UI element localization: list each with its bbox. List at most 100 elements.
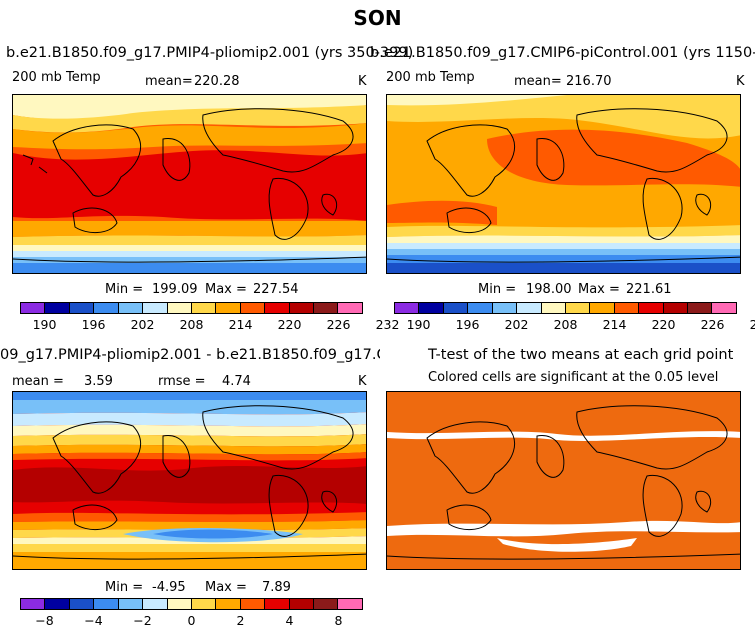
colorbar-swatch [639, 303, 664, 313]
panel3-rmse-label: rmse = [158, 374, 206, 389]
colorbar-swatch [395, 303, 420, 313]
colorbar-tick-label: 208 [179, 317, 204, 332]
colorbar-tick-label: 202 [504, 317, 529, 332]
panel2-mean-value: 216.70 [566, 74, 612, 89]
colorbar-tick-label: 232 [375, 317, 400, 332]
colorbar-swatch [21, 303, 46, 313]
colorbar-swatch [492, 303, 518, 313]
colorbar-tick-label: 232 [749, 317, 755, 332]
panel3-map [12, 391, 367, 570]
panel1-max-label: Max = [205, 282, 247, 297]
colorbar-swatch [167, 303, 192, 313]
colorbar-swatch [45, 303, 70, 313]
colorbar-swatch [240, 303, 266, 313]
colorbar-swatch [143, 303, 168, 313]
colorbar-tick-label: 4 [285, 613, 294, 628]
colorbar-tick-label: 226 [326, 317, 351, 332]
panel4-title: T-test of the two means at each grid poi… [428, 347, 734, 363]
colorbar-swatch [265, 303, 290, 313]
colorbar-swatch [590, 303, 615, 313]
colorbar-swatch [541, 303, 566, 313]
panel3-mean-value: 3.59 [84, 374, 113, 389]
colorbar-tick-label: 220 [651, 317, 676, 332]
panel2-map [386, 94, 741, 274]
colorbar-swatch [94, 303, 119, 313]
panel2-max-value: 221.61 [626, 282, 672, 297]
panel1-units: K [358, 74, 367, 89]
colorbar-swatch [191, 303, 217, 313]
panel1-mean-label: mean= [145, 74, 193, 89]
colorbar-swatch [240, 599, 266, 609]
colorbar-swatch [143, 599, 168, 609]
colorbar-swatch [69, 599, 95, 609]
colorbar-tick-label: 226 [700, 317, 725, 332]
panel1-variable: 200 mb Temp [12, 70, 101, 85]
colorbar-swatch [614, 303, 640, 313]
panel3-rmse-value: 4.74 [222, 374, 251, 389]
colorbar-swatch [216, 303, 241, 313]
colorbar-swatch [688, 303, 713, 313]
panel1-mean-value: 220.28 [194, 74, 240, 89]
panel1-min-label: Min = [105, 282, 144, 297]
panel2-mean-label: mean= [514, 74, 562, 89]
colorbar-tick-label: 220 [277, 317, 302, 332]
colorbar-swatch [314, 303, 339, 313]
colorbar-swatch [118, 303, 144, 313]
panel1-max-value: 227.54 [253, 282, 299, 297]
colorbar-tick-label: 196 [455, 317, 480, 332]
colorbar-swatch [69, 303, 95, 313]
colorbar-swatch [45, 599, 70, 609]
colorbar-swatch [289, 303, 315, 313]
panel2-variable: 200 mb Temp [386, 70, 475, 85]
colorbar-tick-label: 214 [228, 317, 253, 332]
panel4-map [386, 391, 741, 570]
colorbar-tick-label: 0 [187, 613, 196, 628]
colorbar-swatch [517, 303, 542, 313]
colorbar-tick-label: 202 [130, 317, 155, 332]
colorbar-tick-label: 8 [334, 613, 343, 628]
colorbar-tick-label: 196 [81, 317, 106, 332]
colorbar-tick-label: −8 [35, 613, 54, 628]
colorbar-swatch [419, 303, 444, 313]
colorbar-swatch [94, 599, 119, 609]
panel3-colorbar [20, 598, 363, 610]
panel3-min-label: Min = [105, 580, 144, 595]
panel3-case-title: 09_g17.PMIP4-pliomip2.001 - b.e21.B1850.… [0, 347, 380, 363]
colorbar-swatch [265, 599, 290, 609]
colorbar-swatch [289, 599, 315, 609]
colorbar-tick-label: −2 [133, 613, 152, 628]
panel1-colorbar [20, 302, 363, 314]
colorbar-swatch [191, 599, 217, 609]
panel1-min-value: 199.09 [152, 282, 198, 297]
panel2-min-label: Min = [478, 282, 517, 297]
colorbar-swatch [338, 303, 362, 313]
panel1-case-title: b.e21.B1850.f09_g17.PMIP4-pliomip2.001 (… [6, 45, 414, 61]
colorbar-swatch [314, 599, 339, 609]
panel2-max-label: Max = [578, 282, 620, 297]
colorbar-swatch [565, 303, 591, 313]
panel2-colorbar-ticks: 190 196 202 208 214 220 226 232 [394, 317, 755, 332]
panel3-max-value: 7.89 [262, 580, 291, 595]
panel2-units: K [736, 74, 745, 89]
colorbar-swatch [167, 599, 192, 609]
panel3-units: K [358, 374, 367, 389]
panel3-colorbar-ticks: −8 −4 −2 0 2 4 8 [20, 613, 363, 628]
panel3-max-label: Max = [205, 580, 247, 595]
colorbar-tick-label: 2 [236, 613, 245, 628]
colorbar-swatch [118, 599, 144, 609]
panel1-colorbar-ticks: 190 196 202 208 214 220 226 232 [20, 317, 400, 332]
figure-title: SON [353, 6, 402, 30]
colorbar-tick-label: 190 [406, 317, 431, 332]
colorbar-tick-label: 190 [32, 317, 57, 332]
colorbar-swatch [21, 599, 46, 609]
colorbar-swatch [443, 303, 469, 313]
colorbar-swatch [663, 303, 689, 313]
panel3-min-value: -4.95 [152, 580, 186, 595]
colorbar-swatch [338, 599, 362, 609]
panel3-mean-label: mean = [12, 374, 64, 389]
colorbar-tick-label: 208 [553, 317, 578, 332]
panel2-colorbar [394, 302, 737, 314]
colorbar-tick-label: 214 [602, 317, 627, 332]
colorbar-swatch [216, 599, 241, 609]
panel2-case-title: b.e21.B1850.f09_g17.CMIP6-piControl.001 … [370, 45, 755, 61]
